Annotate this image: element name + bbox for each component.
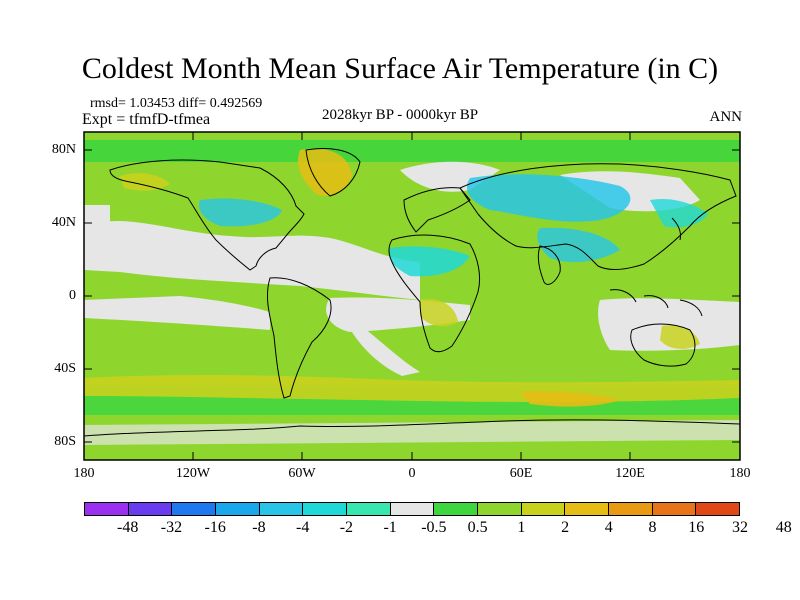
temperature-field: [84, 132, 740, 460]
lat-label-80s: 80S: [54, 434, 76, 449]
legend-swatch: [521, 503, 566, 515]
coastlines: [84, 148, 740, 437]
legend-swatch: [128, 503, 173, 515]
map-title: Coldest Month Mean Surface Air Temperatu…: [81, 52, 719, 85]
color-legend: [84, 502, 740, 516]
lat-label-80n: 80N: [51, 142, 76, 157]
legend-label: 1: [517, 519, 526, 536]
legend-label: -8: [252, 519, 266, 536]
legend-label: 8: [648, 519, 657, 536]
lat-label-40s: 40S: [54, 361, 76, 376]
lat-label-40n: 40N: [51, 215, 76, 230]
stats-label: rmsd= 1.03453 diff= 0.492569: [90, 96, 263, 111]
legend-label: -48: [117, 519, 139, 536]
legend-label: 2: [561, 519, 570, 536]
experiment-label: Expt = tfmfD-tfmea: [82, 111, 211, 128]
legend-label: -32: [160, 519, 183, 536]
legend-label: -4: [295, 519, 310, 536]
legend-label: -0.5: [421, 519, 447, 536]
lon-label-60e: 60E: [509, 466, 533, 481]
legend-swatch: [172, 503, 217, 515]
axis-ticks: [84, 132, 740, 460]
lon-label-120e: 120E: [615, 466, 645, 481]
legend-swatch: [303, 503, 348, 515]
legend-swatch: [565, 503, 610, 515]
lon-label-60w: 60W: [288, 466, 316, 481]
lon-label-0: 0: [408, 466, 416, 481]
legend-swatch: [696, 503, 740, 515]
lon-label-180w: 180: [73, 466, 95, 481]
legend-swatch: [609, 503, 653, 515]
legend-label: -2: [339, 519, 354, 536]
legend-label: 48: [775, 519, 792, 536]
lon-label-120w: 120W: [175, 466, 211, 481]
legend-label: -16: [204, 519, 226, 536]
legend-label: 16: [688, 519, 705, 536]
lat-label-0: 0: [69, 288, 76, 303]
legend-swatch: [259, 503, 304, 515]
legend-swatch: [434, 503, 479, 515]
legend-swatch: [216, 503, 260, 515]
legend-label: -1: [383, 519, 397, 536]
legend-swatch: [85, 503, 129, 515]
legend-swatch: [478, 503, 522, 515]
legend-swatch: [652, 503, 697, 515]
lon-label-180e: 180: [729, 466, 751, 481]
legend-label: 32: [732, 519, 748, 536]
season-label: ANN: [709, 109, 743, 125]
legend-label: 4: [604, 519, 613, 536]
period-label: 2028kyr BP - 0000kyr BP: [321, 107, 479, 123]
legend-label: 0.5: [467, 519, 488, 536]
legend-swatch: [347, 503, 391, 515]
legend-swatch: [390, 503, 435, 515]
